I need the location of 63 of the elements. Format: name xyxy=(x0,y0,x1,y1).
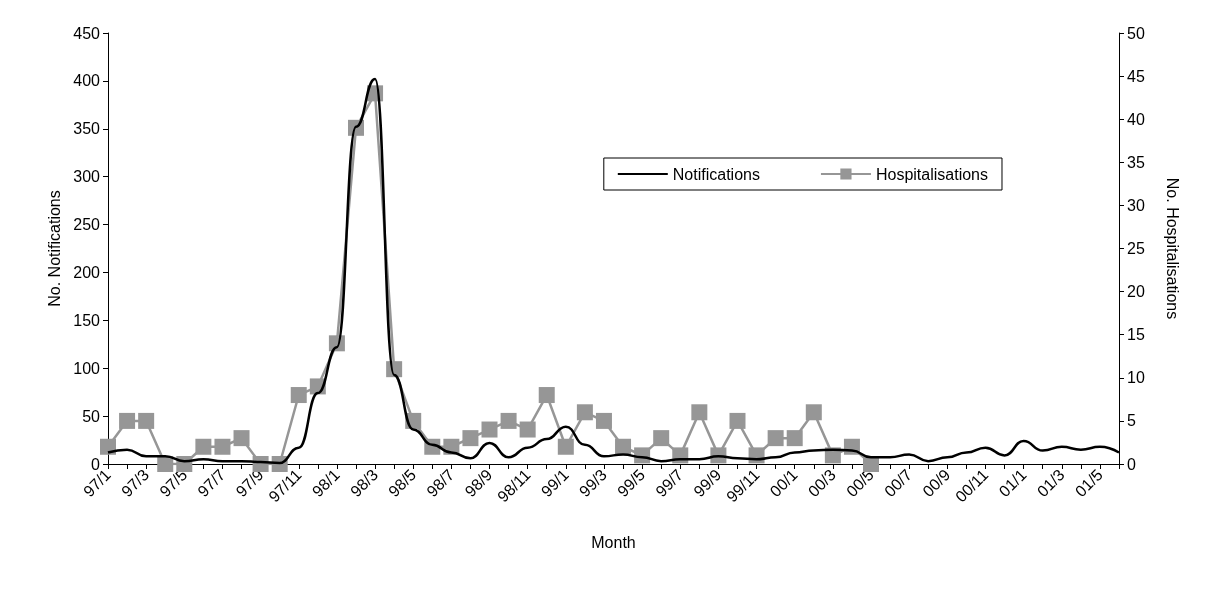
y-tick-label: 150 xyxy=(73,311,101,329)
x-tick-label: 00/7 xyxy=(881,465,916,501)
point xyxy=(481,421,498,438)
x-tick-label: 00/9 xyxy=(919,465,954,501)
x-tick-label: 98/9 xyxy=(461,465,496,501)
x-tick-label: 00/3 xyxy=(804,465,839,501)
x-tick-label: 97/3 xyxy=(118,465,153,501)
point xyxy=(214,438,231,455)
point xyxy=(119,412,136,429)
x-axis-title: Month xyxy=(591,533,636,551)
point xyxy=(233,430,250,447)
y2-tick-label: 30 xyxy=(1127,196,1145,214)
point xyxy=(538,387,555,404)
y-tick-label: 450 xyxy=(73,24,101,42)
y2-tick-label: 40 xyxy=(1127,110,1145,128)
y2-tick-label: 20 xyxy=(1127,283,1145,301)
x-tick-label: 97/5 xyxy=(156,465,191,501)
y-axis-title: No. Notifications xyxy=(45,190,63,307)
y-tick-label: 50 xyxy=(82,407,101,425)
y2-tick-label: 15 xyxy=(1127,326,1145,344)
y2-axis-title: No. Hospitalisations xyxy=(1163,177,1181,320)
point xyxy=(557,438,574,455)
point xyxy=(595,412,612,429)
point xyxy=(653,430,670,447)
y-tick-label: 100 xyxy=(73,359,101,377)
x-tick-label: 00/1 xyxy=(766,465,801,501)
x-tick-label: 00/5 xyxy=(843,465,878,501)
point xyxy=(500,412,517,429)
x-tick-label: 98/1 xyxy=(308,465,343,501)
y2-tick-label: 0 xyxy=(1127,455,1136,473)
point xyxy=(195,438,212,455)
x-tick-label: 98/3 xyxy=(347,465,382,501)
point xyxy=(519,421,536,438)
x-tick-label: 99/9 xyxy=(690,465,725,501)
point xyxy=(786,430,803,447)
legend-label: Notifications xyxy=(672,165,760,183)
y2-tick-label: 35 xyxy=(1127,153,1145,171)
y-tick-label: 0 xyxy=(91,455,101,473)
x-tick-label: 99/1 xyxy=(537,465,572,501)
y2-tick-label: 5 xyxy=(1127,412,1136,430)
y2-tick-label: 25 xyxy=(1127,240,1145,257)
y-tick-label: 350 xyxy=(73,120,101,138)
x-tick-label: 01/3 xyxy=(1033,465,1068,501)
y-tick-label: 300 xyxy=(73,168,101,186)
point xyxy=(290,387,307,404)
point xyxy=(729,412,746,429)
x-tick-label: 01/1 xyxy=(995,465,1030,501)
x-tick-label: 99/3 xyxy=(575,465,611,501)
x-tick-label: 01/5 xyxy=(1071,465,1106,501)
point xyxy=(576,404,593,421)
y2-tick-label: 50 xyxy=(1127,24,1145,42)
y-tick-label: 200 xyxy=(73,263,101,281)
point xyxy=(462,430,479,447)
y2-tick-label: 45 xyxy=(1127,67,1145,85)
point xyxy=(805,404,822,421)
y-tick-label: 250 xyxy=(73,216,101,234)
point xyxy=(138,412,155,429)
point xyxy=(767,430,784,447)
y-tick-label: 400 xyxy=(73,72,101,90)
legend-label: Hospitalisations xyxy=(875,165,989,183)
point xyxy=(100,438,116,455)
point xyxy=(691,404,708,421)
y2-tick-label: 10 xyxy=(1127,369,1145,387)
